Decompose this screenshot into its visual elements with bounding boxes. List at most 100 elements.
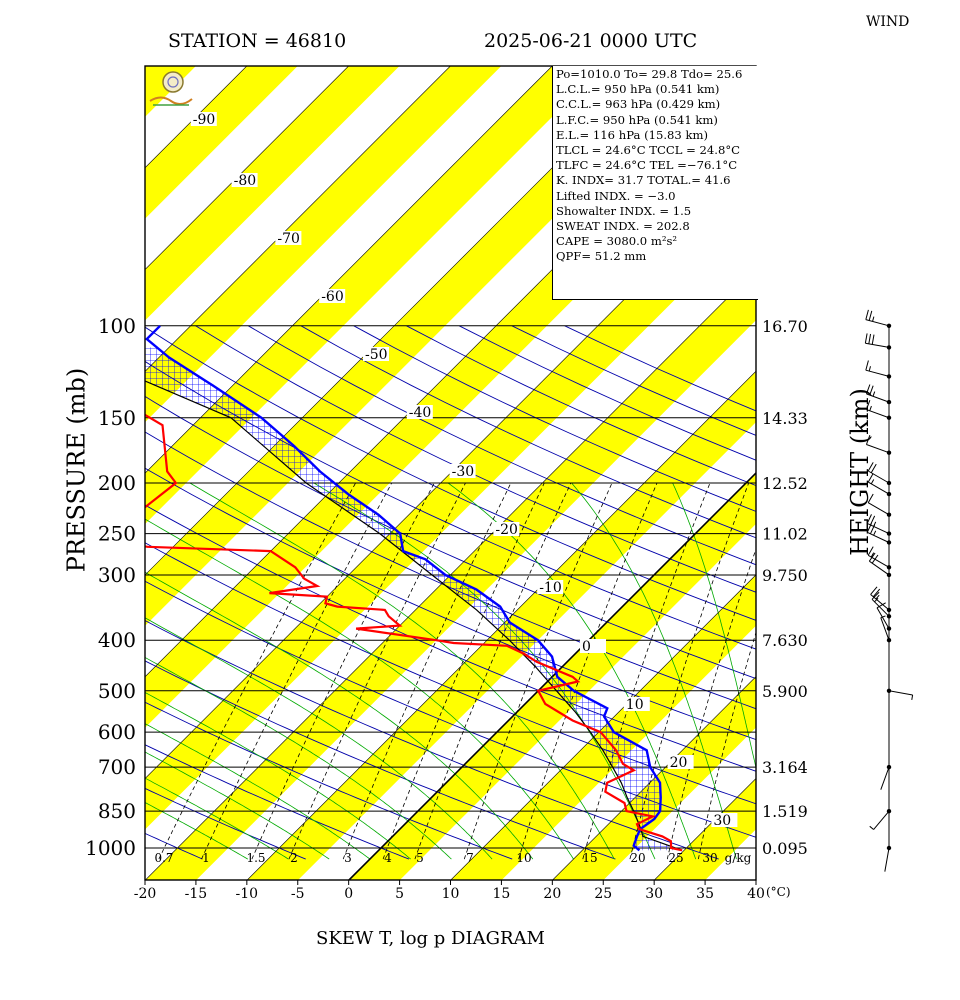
info-line: Showalter INDX. = 1.5 [556, 203, 692, 218]
pressure-tick-label: 1000 [85, 836, 136, 860]
x-tick-label: -5 [291, 886, 305, 902]
isotherm-band [145, 66, 502, 423]
height-tick-label: 3.164 [762, 758, 808, 777]
info-line: L.F.C.= 950 hPa (0.541 km) [556, 112, 718, 127]
wind-barb-feather [871, 554, 879, 564]
dry-adiabat [145, 360, 756, 650]
wind-barb-staff [867, 502, 890, 516]
wind-barb-half-feather [868, 366, 871, 372]
mixing-ratio-label: 5 [416, 851, 424, 865]
x-tick-label: 25 [594, 886, 612, 902]
height-tick-label: 1.519 [762, 802, 808, 821]
wind-barb-feather [869, 524, 876, 535]
pressure-tick-label: 150 [98, 406, 136, 430]
isotherm-band [145, 66, 604, 525]
pressure-tick-label: 400 [98, 628, 136, 652]
pressure-tick-label: 700 [98, 755, 136, 779]
moist-adiabat [145, 691, 411, 860]
isotherm-band [145, 66, 705, 626]
stability-indices-box: Po=1010.0 To= 29.8 Tdo= 25.6 L.C.L.= 950 … [552, 66, 758, 300]
wind-barb-staff [884, 847, 890, 872]
wind-barb-feather [865, 384, 871, 395]
height-tick-label: 12.52 [762, 474, 808, 493]
isotherm-label-bg [231, 173, 258, 187]
isotherm-label: -40 [409, 405, 432, 421]
wind-barb-feather [867, 546, 874, 556]
wind-barb-staff [876, 607, 890, 629]
x-tick-label: 15 [493, 886, 511, 902]
isotherm-line [145, 268, 756, 880]
wind-barb-half-feather [872, 391, 876, 397]
isotherm-line [246, 370, 756, 880]
wind-barb-staff [869, 560, 890, 576]
axis-labels: 100150200250300400500600700850100016.701… [85, 314, 808, 902]
x-tick-label: -20 [134, 886, 157, 902]
mixing-ratio-label: 20 [630, 851, 645, 865]
info-line: K. INDX= 31.7 TOTAL.= 41.6 [556, 173, 731, 188]
wind-barb-staff [880, 617, 890, 641]
moist-adiabat [145, 751, 330, 860]
moist-adiabat [189, 482, 615, 860]
mixing-ratio-label: 0.7 [154, 851, 173, 865]
diagram-title: SKEW T, log p DIAGRAM [316, 928, 545, 949]
wind-barb-staff [888, 690, 913, 696]
wind-barb-feather [867, 473, 874, 483]
wind-barb-staff [867, 481, 890, 495]
x-tick-label: 30 [645, 886, 663, 902]
parcel-curve [145, 380, 683, 851]
wind-barb-half-feather [870, 552, 875, 558]
x-tick-label: 5 [395, 886, 404, 902]
pressure-axis-title: PRESSURE (mb) [62, 367, 91, 573]
height-tick-label: 5.900 [762, 682, 808, 701]
x-tick-label: -10 [236, 886, 259, 902]
dry-adiabat [145, 542, 756, 805]
height-tick-label: 16.70 [762, 317, 808, 336]
isotherm-label: -20 [495, 522, 518, 538]
isotherm-line [348, 471, 756, 880]
x-tick-label: 35 [696, 886, 714, 902]
isotherm-line [450, 574, 756, 880]
height-axis-title: HEIGHT (km) [845, 388, 874, 556]
wind-barb-feather [872, 588, 881, 598]
wind-barb-feather [870, 463, 877, 473]
isotherm-label: -90 [193, 112, 216, 128]
isotherm-label-bg [449, 464, 476, 478]
mixing-ratio-label: 15 [582, 851, 597, 865]
wind-barb-feather [866, 523, 872, 533]
wind-barb-feather [869, 385, 874, 396]
dry-adiabat [145, 787, 306, 860]
isotherm-band [145, 66, 400, 321]
wind-barb-half-feather [874, 597, 879, 603]
pressure-tick-label: 600 [98, 720, 136, 744]
moist-adiabat [145, 617, 493, 860]
datetime-label: 2025-06-21 0000 UTC [484, 30, 698, 52]
pressure-tick-label: 300 [98, 563, 136, 587]
isotherm-label: -60 [321, 289, 344, 305]
mixing-ratio-line [518, 482, 658, 860]
isotherm-label-bg [537, 580, 564, 594]
mixing-ratio-label: g/kg [725, 851, 752, 865]
wind-barb-feather [867, 462, 874, 472]
mixing-ratio-label: 25 [668, 851, 683, 865]
height-tick-label: 0.095 [762, 839, 808, 858]
isotherm-label-bg [319, 289, 346, 303]
isotherm-label: 20 [670, 755, 688, 771]
info-line: Lifted INDX. = −3.0 [556, 188, 676, 203]
dry-adiabat [195, 325, 756, 593]
pressure-tick-label: 250 [98, 522, 136, 546]
info-line: QPF= 51.2 mm [556, 249, 647, 264]
wind-barb-feather [865, 360, 869, 371]
wind-barb-staff [873, 810, 890, 830]
station-label: STATION = 46810 [168, 30, 347, 52]
plot-area [145, 66, 756, 880]
pressure-tick-label: 500 [98, 679, 136, 703]
mixing-ratio-line [251, 482, 435, 860]
height-tick-label: 11.02 [762, 525, 808, 544]
pressure-tick-label: 850 [98, 799, 136, 823]
mixing-ratio-label: 1.5 [246, 851, 265, 865]
dry-adiabat [145, 395, 756, 680]
wind-barb-feather [868, 310, 873, 321]
wind-barb-feather [868, 552, 876, 562]
x-tick-label: 20 [543, 886, 561, 902]
